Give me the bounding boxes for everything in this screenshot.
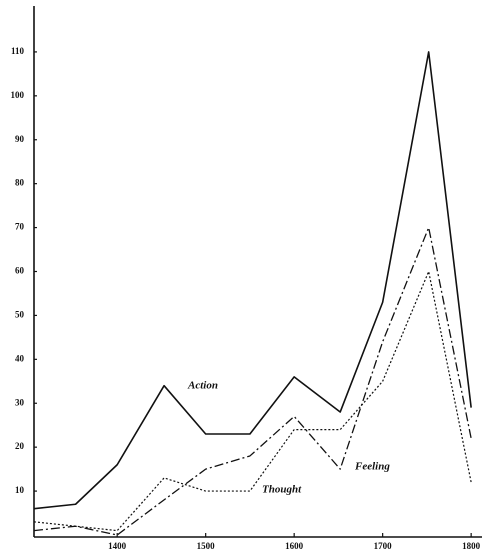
x-tick-label: 1800 <box>462 541 481 551</box>
y-tick-label: 100 <box>11 90 25 100</box>
y-tick-label: 30 <box>15 397 25 407</box>
series-label: Thought <box>262 484 302 496</box>
y-tick-label: 10 <box>15 485 25 495</box>
y-tick-label: 50 <box>15 309 25 319</box>
series-label: Feeling <box>354 461 390 473</box>
x-tick-label: 1700 <box>374 541 393 551</box>
series-line <box>33 51 472 510</box>
y-tick-label: 60 <box>15 266 25 276</box>
series-line <box>33 270 472 532</box>
y-tick-label: 90 <box>15 134 25 144</box>
x-tick-label: 1400 <box>108 541 127 551</box>
x-tick-label: 1600 <box>285 541 304 551</box>
y-tick-label: 70 <box>15 222 25 232</box>
y-tick-label: 40 <box>15 353 25 363</box>
y-tick-label: 20 <box>15 441 25 451</box>
series-label: Action <box>187 380 218 392</box>
y-tick-label: 80 <box>15 178 25 188</box>
series-line <box>33 226 472 536</box>
x-tick-label: 1500 <box>197 541 216 551</box>
y-tick-label: 110 <box>11 46 25 56</box>
